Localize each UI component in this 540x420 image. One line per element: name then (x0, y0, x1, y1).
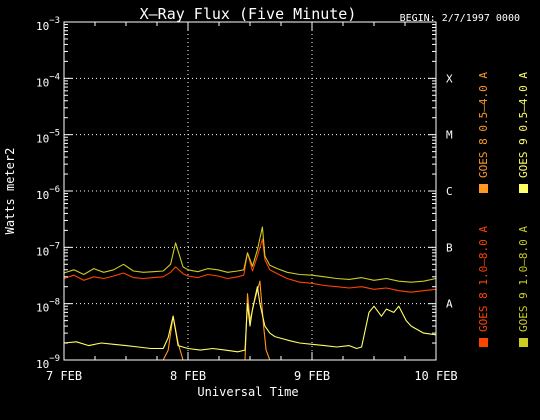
flare-class-label: C (446, 185, 453, 198)
x-tick-label: 8 FEB (170, 369, 206, 383)
x-tick-labels: 7 FEB 8 FEB 9 FEB 10 FEB (46, 369, 458, 383)
legend-label: GOES 8 0.5–4.0 A (477, 72, 490, 178)
grid (64, 22, 436, 360)
series-line-1 (63, 238, 437, 293)
flare-class-labels: A B C M X (446, 72, 453, 310)
flare-class-label: M (446, 129, 453, 142)
x-tick-label: 7 FEB (46, 369, 82, 383)
flare-class-label: X (446, 72, 453, 85)
legend-swatch (519, 184, 528, 193)
x-tick-label: 9 FEB (294, 369, 330, 383)
legend-swatch (479, 184, 488, 193)
legend-label: GOES 8 1.0–8.0 A (477, 226, 490, 332)
tick-marks (63, 21, 437, 361)
y-tick-label: 10−5 (36, 129, 60, 146)
legend: GOES 8 1.0–8.0 A GOES 8 0.5–4.0 A GOES 9 1… (477, 72, 530, 347)
y-tick-label: 10−6 (36, 185, 60, 202)
y-tick-label: 10−4 (36, 72, 60, 89)
x-tick-label: 10 FEB (414, 369, 457, 383)
flare-class-label: A (446, 298, 453, 311)
y-tick-label: 10−9 (36, 354, 60, 371)
legend-swatch (479, 338, 488, 347)
series-line-4 (63, 286, 437, 353)
series-line-2 (64, 280, 436, 361)
y-axis-label: Watts meter2 (3, 148, 17, 235)
y-tick-labels: 10−9 10−8 10−7 10−6 10−5 10−4 10−3 (36, 16, 60, 371)
flare-class-label: B (446, 241, 453, 254)
y-tick-label: 10−8 (36, 298, 60, 315)
series-line-3 (63, 226, 437, 283)
legend-label: GOES 9 0.5–4.0 A (517, 72, 530, 178)
legend-label: GOES 9 1.0–8.0 A (517, 226, 530, 332)
y-tick-label: 10−3 (36, 16, 60, 33)
legend-swatch (519, 338, 528, 347)
chart-title: X–Ray Flux (Five Minute) (140, 5, 357, 23)
y-tick-label: 10−7 (36, 241, 60, 258)
begin-label: BEGIN: 2/7/1997 0000 (400, 13, 520, 24)
x-axis-label: Universal Time (197, 385, 298, 399)
